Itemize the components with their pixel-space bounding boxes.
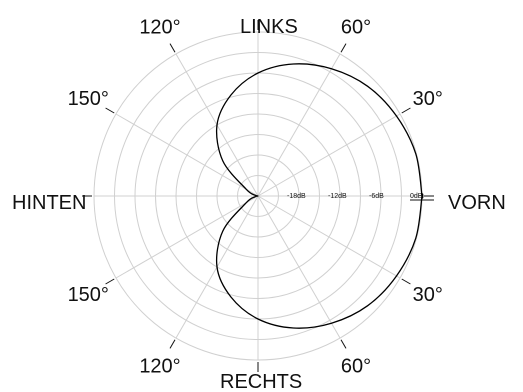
- outer-tick: [401, 278, 411, 285]
- outer-tick: [105, 278, 115, 285]
- left-label: LINKS: [240, 16, 298, 38]
- outer-tick: [105, 107, 115, 114]
- angle-spoke: [257, 113, 401, 197]
- angle-spoke: [257, 195, 341, 339]
- angle-spoke: [257, 195, 401, 279]
- outer-tick: [401, 107, 411, 114]
- outer-tick: [169, 43, 176, 53]
- outer-tick: [169, 339, 176, 349]
- angle-label: 60°: [341, 16, 371, 38]
- angle-label: 150°: [68, 284, 109, 306]
- angle-label: 60°: [341, 356, 371, 378]
- right-label: RECHTS: [220, 371, 302, 392]
- back-label: HINTEN: [12, 192, 86, 214]
- outer-tick: [340, 43, 347, 53]
- angle-label: 30°: [413, 88, 443, 110]
- polar-response-curve: [215, 63, 424, 329]
- outer-ticks: [82, 20, 434, 372]
- angle-spoke: [115, 113, 259, 197]
- angle-spoke: [115, 195, 259, 279]
- db-tick-label: -6dB: [369, 193, 384, 200]
- db-tick-label: -12dB: [328, 193, 347, 200]
- angle-spokes: [94, 32, 422, 360]
- angle-labels: 60° 30° 120° 150° 30° 60° 150° 120°: [68, 16, 443, 377]
- db-tick-label: 0dB: [410, 193, 423, 200]
- angle-label: 150°: [68, 88, 109, 110]
- angle-label: 120°: [139, 356, 180, 378]
- angle-spoke: [257, 53, 341, 197]
- db-tick-label: -18dB: [287, 193, 306, 200]
- outer-tick: [340, 339, 347, 349]
- angle-label: 120°: [139, 16, 180, 38]
- angle-label: 30°: [413, 284, 443, 306]
- front-label: VORN: [448, 192, 506, 214]
